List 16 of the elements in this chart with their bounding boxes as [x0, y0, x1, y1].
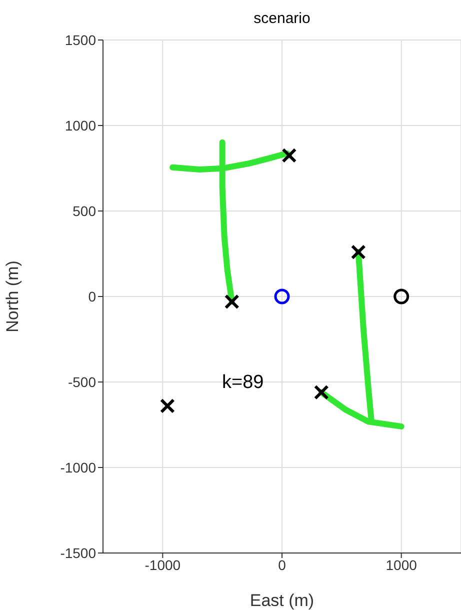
- point: [394, 288, 410, 304]
- y-tick-label: 0: [88, 288, 96, 304]
- chart-title: scenario: [252, 10, 312, 27]
- point: [274, 288, 290, 304]
- x-tick-label: -1000: [144, 556, 181, 573]
- y-tick-label: -500: [68, 374, 96, 390]
- x-axis-title: East (m): [250, 591, 314, 610]
- y-axis-title: North (m): [3, 260, 22, 332]
- x-tick-label: 0: [278, 556, 286, 573]
- x-tick-label: 1000: [386, 556, 418, 573]
- y-tick-label: 1000: [64, 117, 96, 134]
- y-tick-label: 1500: [64, 32, 96, 48]
- y-tick-label: -1000: [60, 459, 96, 476]
- y-tick-label: -1500: [60, 544, 96, 561]
- y-tick-label: 500: [72, 202, 96, 219]
- annotation: k=89: [222, 372, 264, 394]
